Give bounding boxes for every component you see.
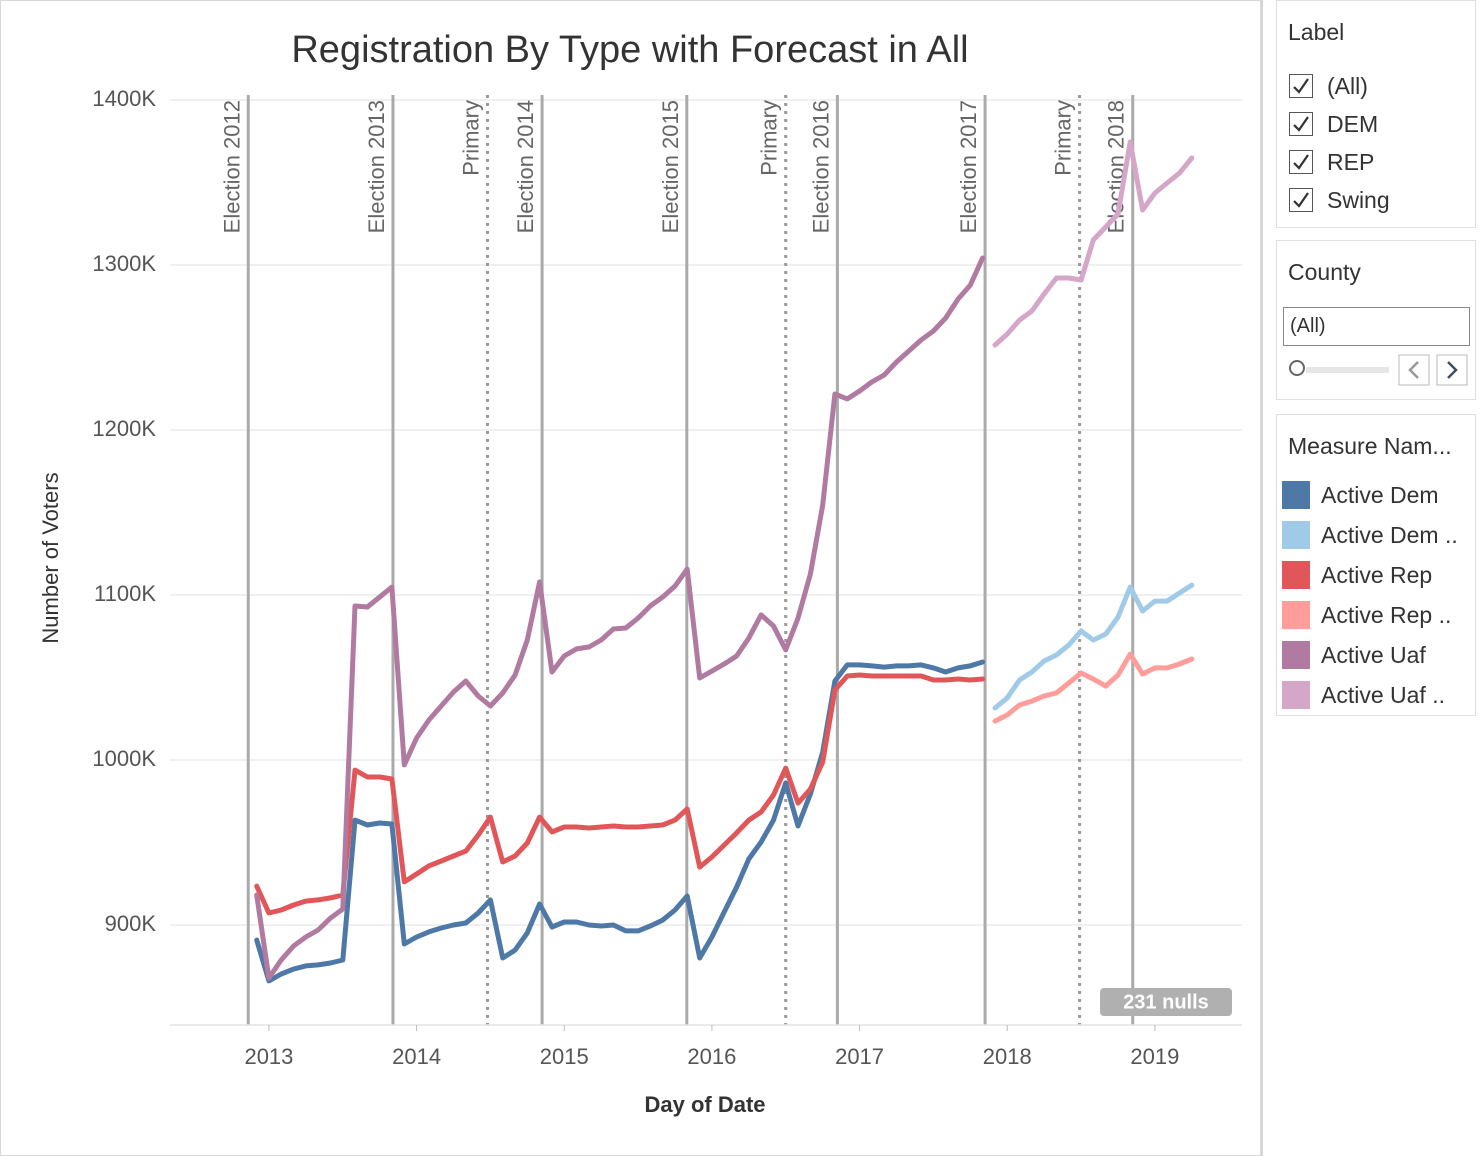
x-tick-label: 2014: [392, 1044, 441, 1069]
nav-buttons: [1398, 354, 1468, 386]
series-line: [254, 659, 986, 984]
y-tick-label: 1200K: [92, 416, 156, 441]
x-tick-label: 2013: [244, 1044, 293, 1069]
checkmark-path[interactable]: [1293, 78, 1309, 94]
x-tick-label: 2015: [540, 1044, 589, 1069]
y-tick-label: 1000K: [92, 746, 156, 771]
next-arrow[interactable]: [1447, 361, 1458, 379]
legend-swatch[interactable]: [1282, 521, 1310, 549]
legend-swatch[interactable]: [1282, 681, 1310, 709]
lines: [254, 139, 1195, 984]
county-input[interactable]: (All): [1283, 307, 1470, 346]
reference-label: Election 2012: [219, 100, 244, 233]
y-axis-title: Number of Voters: [38, 472, 63, 643]
x-tick-label: 2016: [687, 1044, 736, 1069]
checkmark[interactable]: [1290, 189, 1312, 211]
series-line: [992, 582, 1195, 711]
reference-label: Election 2014: [513, 100, 538, 233]
series-line: [992, 651, 1195, 724]
series-line: [992, 139, 1195, 348]
y-tick-label: 1100K: [94, 581, 156, 606]
reference-label: Election 2017: [956, 100, 981, 233]
checkmark[interactable]: [1290, 151, 1312, 173]
checkbox[interactable]: [1289, 74, 1313, 98]
y-tick-label: 900K: [105, 911, 157, 936]
legend-label[interactable]: Active Dem ..: [1321, 521, 1458, 548]
legend-label[interactable]: Active Uaf: [1321, 641, 1426, 668]
filter-option[interactable]: DEM: [1289, 109, 1378, 139]
checkmark-path[interactable]: [1293, 192, 1309, 208]
series-line: [254, 672, 986, 916]
reference-label: Primary: [757, 100, 782, 176]
legend-item[interactable]: Active Uaf ..: [1282, 681, 1445, 709]
legend-label[interactable]: Active Rep: [1321, 561, 1433, 588]
x-tick-label: 2019: [1130, 1044, 1179, 1069]
legend-swatch[interactable]: [1282, 601, 1310, 629]
checkmark[interactable]: [1290, 113, 1312, 135]
slider-handle[interactable]: [1289, 360, 1305, 376]
legend-item[interactable]: Active Dem: [1282, 481, 1439, 509]
axes: 900K 1000K 1100K 1200K 1300K 1400K 2013 2014 201…: [92, 86, 1242, 1069]
slider-track[interactable]: [1306, 367, 1389, 373]
legend-swatch[interactable]: [1282, 641, 1310, 669]
checkbox[interactable]: [1289, 150, 1313, 174]
prev-button[interactable]: [1398, 354, 1430, 386]
legend-label[interactable]: Active Dem: [1321, 481, 1439, 508]
legend-item[interactable]: Active Rep ..: [1282, 601, 1451, 629]
reference-label: Primary: [458, 100, 483, 176]
chart-title: Registration By Type with Forecast in Al…: [291, 29, 968, 71]
next-button[interactable]: [1436, 354, 1468, 386]
reference-label: Election 2015: [658, 100, 683, 233]
nulls-badge-text[interactable]: 231 nulls: [1123, 991, 1209, 1013]
option-label[interactable]: DEM: [1327, 110, 1379, 137]
color-legend: Measure Nam... Active Dem Active Dem .. Ac…: [1276, 414, 1476, 716]
legend-item[interactable]: Active Uaf: [1282, 641, 1426, 669]
nulls-badge-bg[interactable]: [1100, 988, 1232, 1016]
legend-item[interactable]: Active Dem ..: [1282, 521, 1458, 549]
filter-title: Label: [1288, 19, 1345, 45]
option-label[interactable]: (All): [1327, 72, 1368, 99]
reference-lines: Election 2012 Election 2013 Primary Electio…: [219, 95, 1135, 1025]
checkmark[interactable]: [1290, 75, 1312, 97]
legend-swatch[interactable]: [1282, 561, 1310, 589]
x-axis-title: Day of Date: [644, 1092, 765, 1117]
reference-label: Election 2016: [808, 100, 833, 233]
y-tick-label: 1300K: [92, 251, 156, 276]
sidebar-divider: [1261, 0, 1263, 1156]
filter-option[interactable]: REP: [1289, 147, 1374, 177]
chart: Registration By Type with Forecast in Al…: [0, 0, 1261, 1156]
checkbox[interactable]: [1289, 188, 1313, 212]
x-tick-label: 2017: [835, 1044, 884, 1069]
chart-frame: [0, 0, 1261, 1156]
series-line: [254, 255, 986, 981]
reference-label: Primary: [1051, 100, 1076, 176]
checkmark-path[interactable]: [1293, 116, 1309, 132]
reference-label: Election 2013: [364, 100, 389, 233]
label-filter: Label (All) DEM REP Swing: [1276, 0, 1476, 228]
legend-label[interactable]: Active Uaf ..: [1321, 681, 1445, 708]
legend-item[interactable]: Active Rep: [1282, 561, 1432, 589]
prev-arrow[interactable]: [1408, 361, 1419, 379]
county-filter: County (All): [1276, 240, 1476, 400]
legend-label[interactable]: Active Rep ..: [1321, 601, 1452, 628]
filter-option[interactable]: Swing: [1289, 185, 1390, 215]
filter-title: County: [1288, 259, 1361, 285]
filter-option[interactable]: (All): [1289, 71, 1368, 101]
x-tick-label: 2018: [983, 1044, 1032, 1069]
nulls-badge[interactable]: 231 nulls: [1100, 988, 1232, 1016]
checkbox[interactable]: [1289, 112, 1313, 136]
checkmark-path[interactable]: [1293, 154, 1309, 170]
option-label[interactable]: REP: [1327, 148, 1375, 175]
legend-swatch[interactable]: [1282, 481, 1310, 509]
legend-title: Measure Nam...: [1288, 433, 1452, 459]
y-tick-label: 1400K: [92, 86, 156, 111]
option-label[interactable]: Swing: [1327, 186, 1390, 213]
